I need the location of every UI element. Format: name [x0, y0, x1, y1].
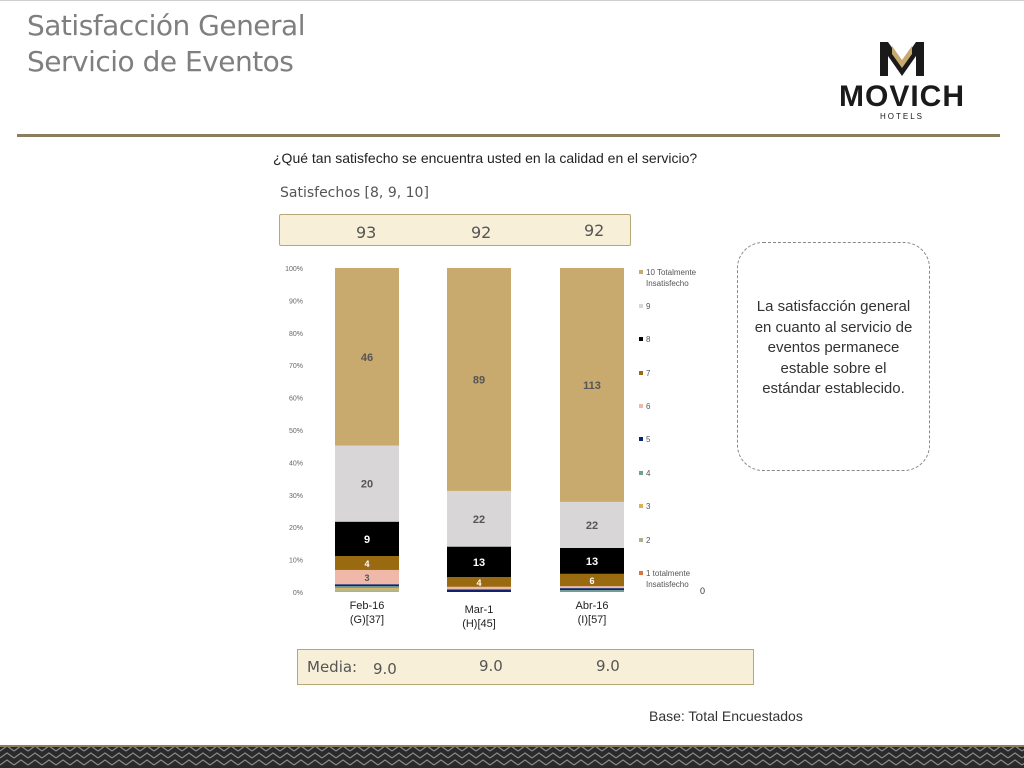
- bar-segment: [560, 501, 624, 548]
- base-note: Base: Total Encuestados: [649, 708, 803, 724]
- bar-segment: [335, 569, 399, 585]
- legend-swatch: [639, 504, 643, 508]
- legend-swatch: [639, 404, 643, 408]
- media-box: [297, 649, 754, 685]
- logo-sub-text: HOTELS: [880, 112, 924, 120]
- category-label-sub: (G)[37]: [350, 614, 384, 626]
- logo-mark-icon: [880, 42, 924, 76]
- data-label: 3: [364, 573, 369, 583]
- data-label: 9: [364, 534, 370, 546]
- bar-segment: [335, 588, 399, 591]
- bar-segment: [335, 586, 399, 589]
- legend-swatch: [639, 337, 643, 341]
- category-label: Mar-1: [465, 604, 494, 616]
- bar-segment: [335, 445, 399, 522]
- data-label: 20: [361, 479, 373, 491]
- legend-label: 10 Totalmente Insatisfecho: [646, 268, 697, 288]
- media-label: Media:: [307, 658, 358, 676]
- satisfied-value-1: 93: [356, 223, 377, 242]
- bar-segment: [447, 490, 511, 547]
- legend-swatch: [639, 538, 643, 542]
- outside-zero-label: 0: [700, 586, 705, 596]
- top-border: [0, 0, 1024, 1]
- data-label: 4: [364, 559, 369, 569]
- y-tick-label: 0%: [293, 590, 303, 597]
- legend-swatch: [639, 571, 643, 575]
- legend-swatch: [639, 471, 643, 475]
- y-tick-label: 80%: [289, 331, 303, 338]
- legend-label: 6: [646, 402, 651, 411]
- data-label: 22: [473, 514, 485, 526]
- y-tick-label: 40%: [289, 460, 303, 467]
- legend-label: 4: [646, 469, 651, 478]
- y-tick-label: 90%: [289, 298, 303, 305]
- y-tick-label: 60%: [289, 396, 303, 403]
- legend-swatch: [639, 304, 643, 308]
- category-label-sub: (I)[57]: [578, 614, 607, 626]
- bar-segment: [335, 268, 399, 446]
- legend-label: 2: [646, 536, 651, 545]
- media-value-2: 9.0: [479, 657, 503, 675]
- legend-label: 5: [646, 435, 651, 444]
- bar-segment: [560, 547, 624, 574]
- legend-label: 3: [646, 502, 651, 511]
- note-box: La satisfacción general en cuanto al ser…: [737, 242, 930, 471]
- stacked-bar-chart: 0%10%20%30%40%50%60%70%80%90%100%3492046…: [285, 266, 705, 630]
- header-divider: [17, 134, 1000, 137]
- note-text: La satisfacción general en cuanto al ser…: [754, 298, 913, 397]
- page-title: Satisfacción General Servicio de Eventos: [27, 8, 305, 80]
- bar-segment: [560, 590, 624, 592]
- y-tick-label: 30%: [289, 493, 303, 500]
- y-tick-label: 50%: [289, 428, 303, 435]
- logo-brand-text: MOVICH: [839, 80, 965, 113]
- legend-swatch: [639, 371, 643, 375]
- question-text: ¿Qué tan satisfecho se encuentra usted e…: [273, 150, 698, 166]
- bar-segment: [447, 589, 511, 592]
- bar-segment: [560, 588, 624, 591]
- bar-segment: [335, 521, 399, 557]
- legend-label: 7: [646, 369, 651, 378]
- y-tick-label: 70%: [289, 363, 303, 370]
- data-label: 113: [583, 380, 601, 392]
- legend-swatch: [639, 437, 643, 441]
- category-label-sub: (H)[45]: [462, 618, 496, 630]
- bar-segment: [560, 586, 624, 589]
- satisfied-value-2: 92: [471, 223, 492, 242]
- data-label: 4: [476, 578, 481, 588]
- movich-logo: MOVICH HOTELS: [839, 42, 965, 120]
- bar-segment: [447, 268, 511, 491]
- data-label: 22: [586, 520, 598, 532]
- satisfied-box: [279, 214, 631, 246]
- bar-segment: [560, 573, 624, 587]
- legend-label: 1 totalmente Insatisfecho: [646, 569, 691, 589]
- legend-label: 8: [646, 335, 651, 344]
- title-line-2: Servicio de Eventos: [27, 45, 294, 78]
- y-tick-label: 10%: [289, 558, 303, 565]
- bar-segment: [447, 546, 511, 578]
- bar-segment: [335, 556, 399, 570]
- bar-segment: [560, 268, 624, 502]
- bar-segment: [335, 590, 399, 592]
- y-tick-label: 20%: [289, 525, 303, 532]
- decorative-footer: [0, 745, 1024, 768]
- satisfied-value-3: 92: [584, 221, 605, 240]
- legend-label: 9: [646, 302, 651, 311]
- media-value-3: 9.0: [596, 657, 620, 675]
- bar-segment: [335, 584, 399, 587]
- legend-swatch: [639, 270, 643, 274]
- category-label: Abr-16: [575, 600, 608, 612]
- y-tick-label: 100%: [285, 266, 303, 273]
- data-label: 6: [589, 576, 594, 586]
- media-value-1: 9.0: [373, 660, 397, 678]
- bar-segment: [447, 586, 511, 590]
- data-label: 13: [586, 556, 598, 568]
- bar-segment: [447, 577, 511, 587]
- satisfied-label: Satisfechos [8, 9, 10]: [280, 185, 429, 201]
- title-line-1: Satisfacción General: [27, 9, 305, 42]
- data-label: 89: [473, 374, 485, 386]
- data-label: 46: [361, 352, 373, 364]
- data-label: 13: [473, 557, 485, 569]
- category-label: Feb-16: [350, 600, 385, 612]
